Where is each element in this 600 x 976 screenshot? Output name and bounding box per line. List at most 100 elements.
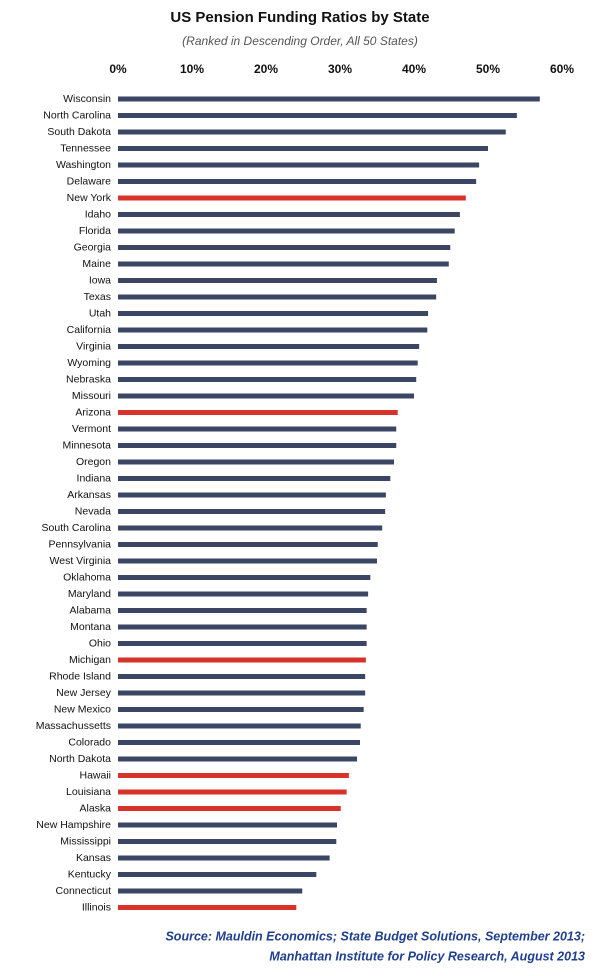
x-tick-label: 50% [476,62,500,76]
bar [118,756,358,762]
y-tick-label: Oregon [76,456,111,468]
bar [118,410,398,415]
y-tick-label: New Mexico [54,703,111,715]
y-tick-label: Ohio [89,637,111,649]
bar [118,822,338,828]
y-tick-label: Utah [89,307,111,319]
x-tick-label: 10% [180,62,204,76]
y-tick-label: Arkansas [67,489,111,501]
bar [118,905,297,910]
bar [118,443,397,448]
y-tick-label: South Carolina [42,522,112,534]
y-tick-label: Hawaii [79,769,111,781]
bar [118,393,414,399]
y-tick-label: Louisiana [66,786,111,798]
y-tick-label: Wyoming [67,357,111,369]
y-tick-label: Maryland [68,588,111,600]
y-tick-label: Kansas [76,852,111,864]
bar [118,888,303,894]
bar [118,146,488,151]
y-tick-label: Arizona [75,406,111,418]
y-tick-label: Pennsylvania [49,538,112,550]
y-tick-label: Alabama [70,604,112,616]
bar [118,641,367,646]
y-tick-label: Washington [56,159,111,171]
bar [118,179,477,184]
y-tick-label: Georgia [74,241,112,253]
bar [118,690,366,696]
y-tick-label: Nevada [75,505,111,517]
y-tick-label: Iowa [89,274,111,286]
y-tick-label: Texas [84,291,111,303]
y-tick-label: Wisconsin [63,93,111,105]
bar [118,162,480,168]
bar [118,723,361,729]
y-tick-label: Tennessee [60,142,111,154]
bar [118,245,451,250]
y-tick-label: Montana [70,621,111,633]
bar [118,377,417,382]
bar [118,344,420,349]
bar [118,872,317,877]
bar [118,294,437,300]
bar [118,839,337,844]
y-tick-label: New Hampshire [36,819,111,831]
bar [118,261,449,267]
y-tick-label: New York [67,192,112,204]
bar [118,509,386,514]
y-tick-label: Missouri [72,390,111,402]
bar [118,113,517,118]
x-tick-label: 40% [402,62,426,76]
y-tick-label: Nebraska [66,373,111,385]
y-tick-label: Vermont [72,423,111,435]
y-tick-label: Oklahoma [63,571,111,583]
y-tick-label: Maine [82,258,111,270]
chart-subtitle: (Ranked in Descending Order, All 50 Stat… [182,34,418,48]
bar [118,459,395,465]
y-tick-label: Minnesota [63,439,112,451]
bar [118,558,377,564]
bar [118,657,366,663]
bar [118,591,369,597]
bar [118,360,418,366]
y-tick-label: Idaho [85,208,111,220]
bar [118,707,364,712]
x-tick-label: 0% [109,62,127,76]
y-tick-label: Alaska [79,802,111,814]
y-tick-label: Massachussetts [36,720,111,732]
y-tick-label: North Dakota [49,753,111,765]
bar [118,96,540,102]
bar [118,492,386,498]
y-tick-label: North Carolina [43,109,111,121]
y-tick-label: South Dakota [47,126,111,138]
source-note: Manhattan Institute for Policy Research,… [269,949,585,963]
y-tick-label: Mississippi [60,835,111,847]
bar [118,575,371,580]
bar [118,228,455,234]
x-tick-label: 20% [254,62,278,76]
y-tick-label: Illinois [82,901,111,913]
y-tick-label: West Virginia [50,555,112,567]
y-tick-label: Delaware [67,175,112,187]
bar [118,789,347,795]
y-tick-label: Florida [79,225,111,237]
bar [118,855,330,861]
y-tick-label: Indiana [77,472,112,484]
source-note: Source: Mauldin Economics; State Budget … [165,929,585,943]
bar [118,327,428,333]
bar [118,740,360,745]
bar [118,278,437,283]
bar [118,674,366,679]
bar [118,195,466,201]
bar [118,129,506,135]
y-tick-label: Kentucky [68,868,112,880]
y-tick-label: New Jersey [56,687,112,699]
x-tick-label: 60% [550,62,574,76]
bar [118,608,367,613]
y-tick-label: Rhode Island [49,670,111,682]
bar [118,806,341,811]
bar [118,542,378,547]
bar [118,773,349,778]
y-tick-label: Michigan [69,654,111,666]
